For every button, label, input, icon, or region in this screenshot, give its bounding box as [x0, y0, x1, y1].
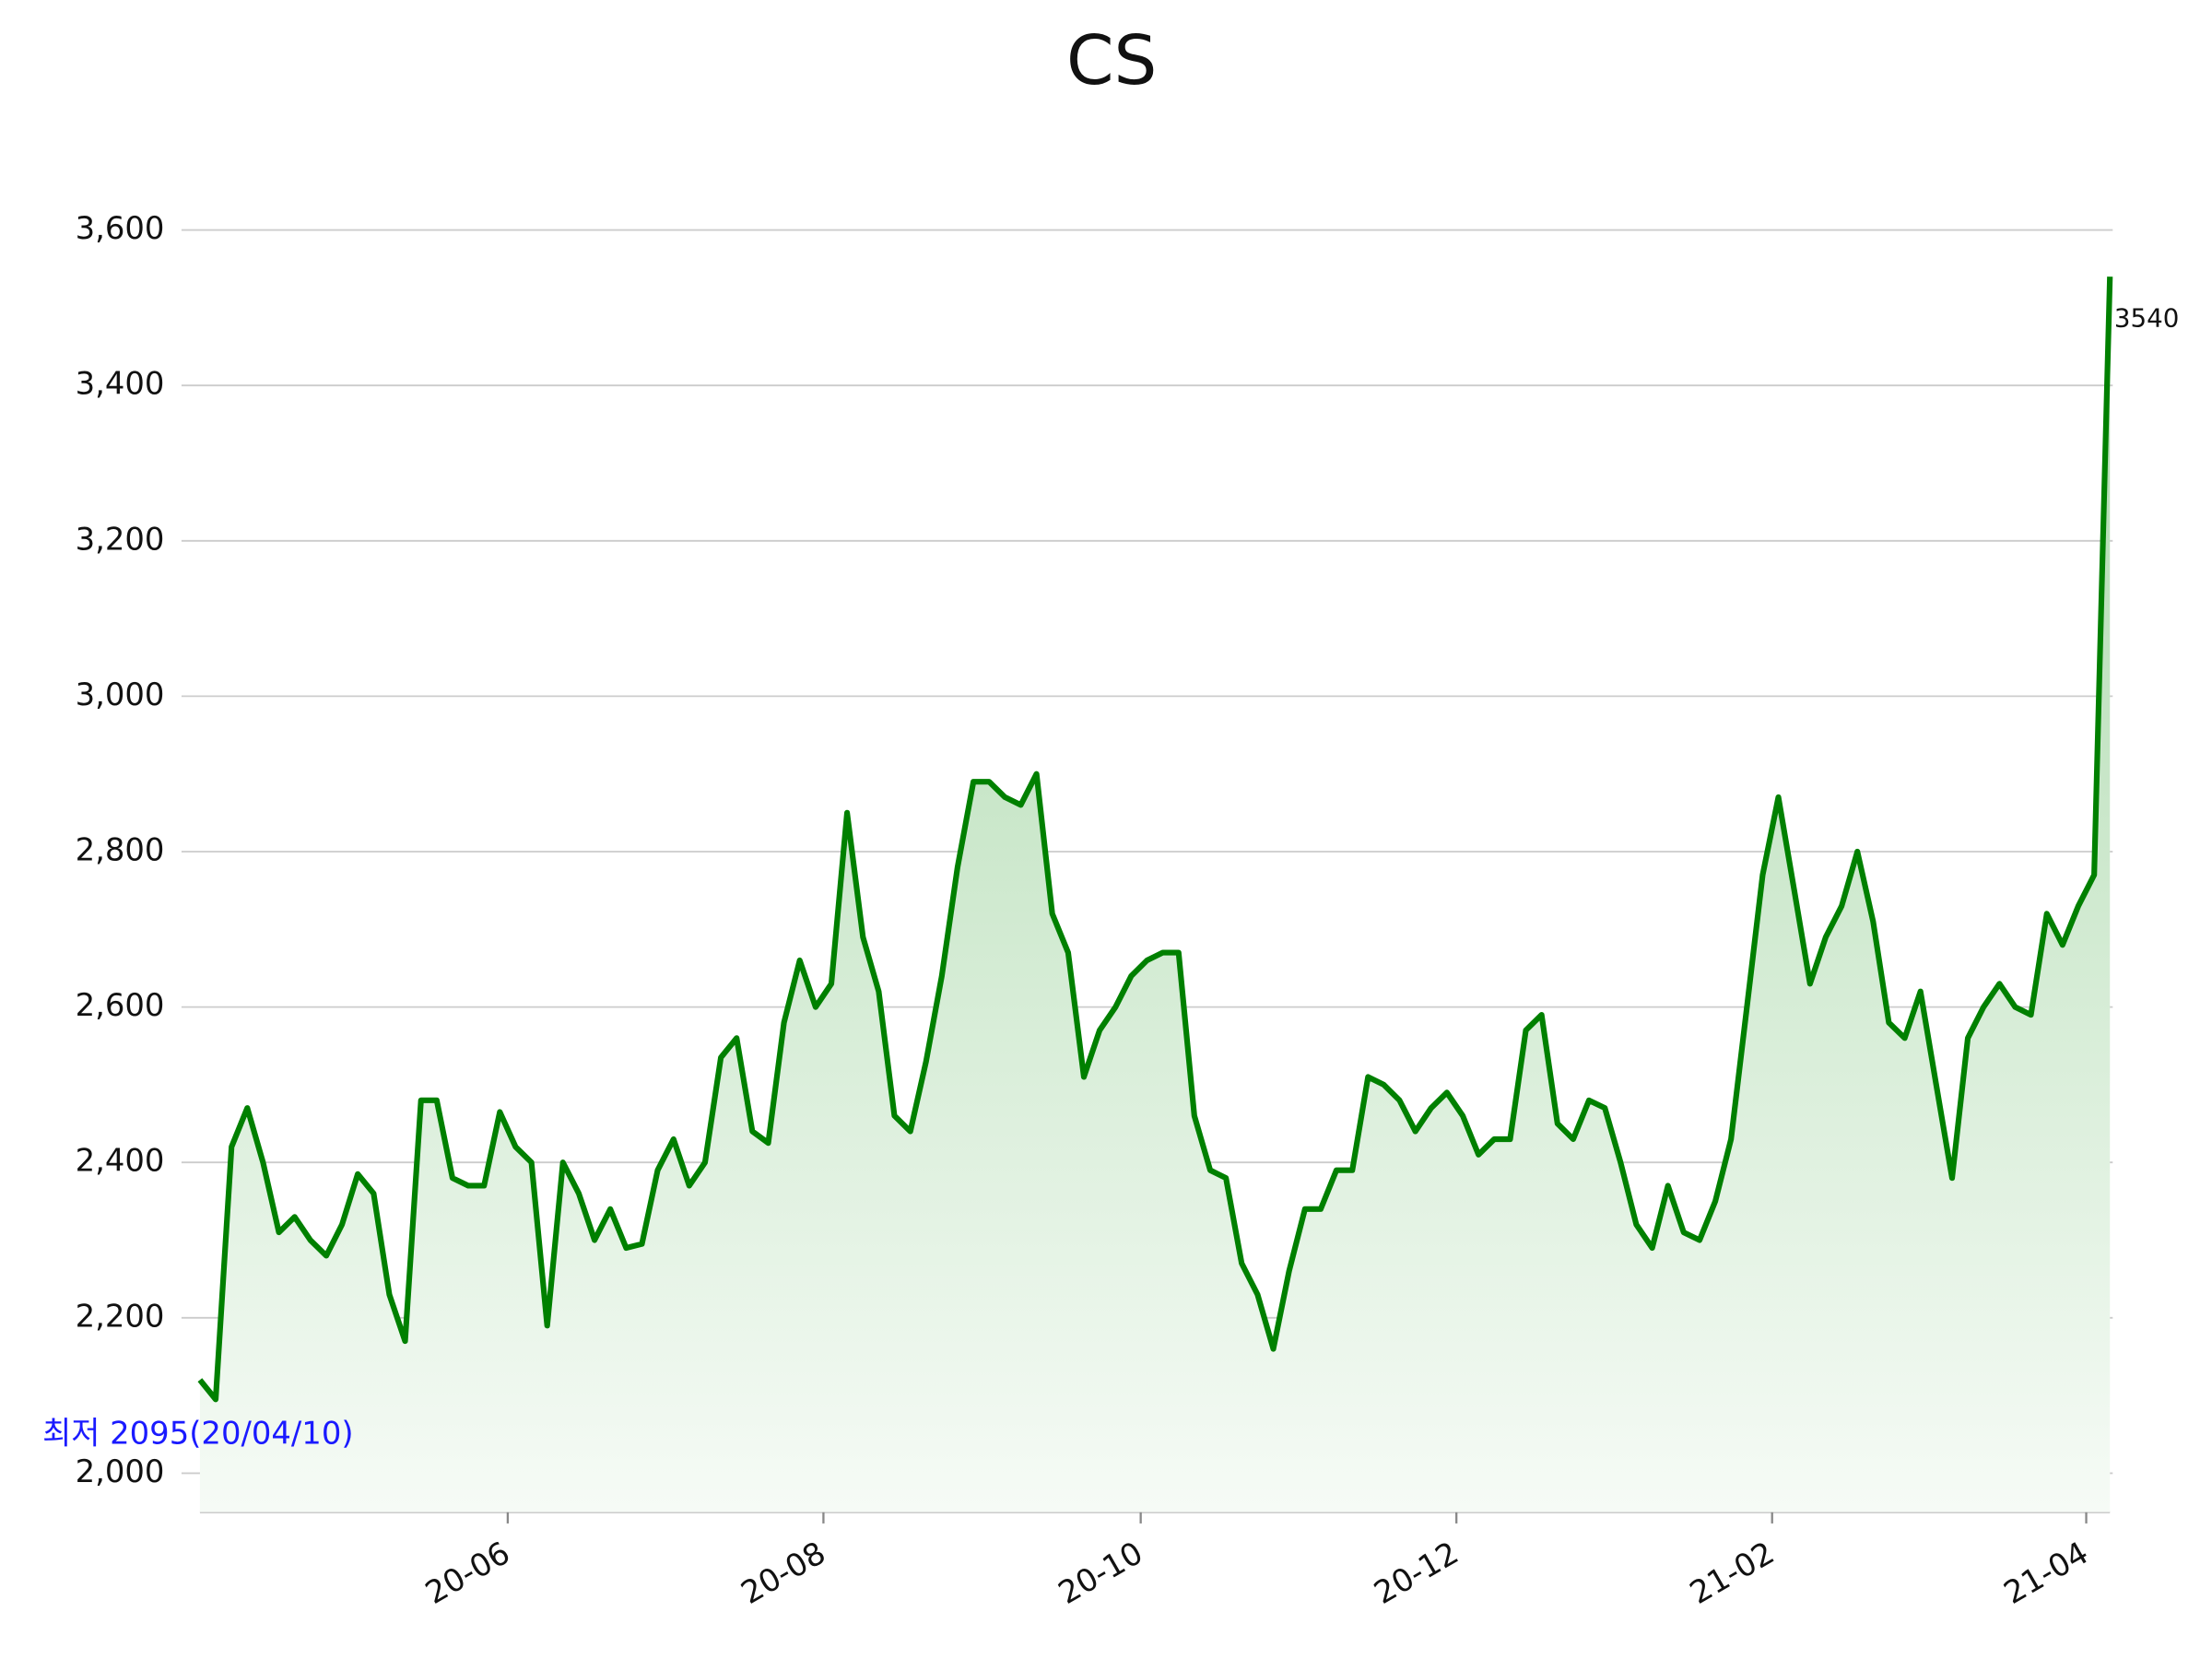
y-tick-label: 2,400	[76, 1143, 165, 1179]
price-line	[197, 276, 2113, 1403]
y-tick-label: 2,800	[76, 832, 165, 868]
y-tick-label: 2,000	[76, 1453, 165, 1489]
min-annotation: 최저 2095(20/04/10)	[42, 1415, 353, 1451]
x-tick-label: 20-06	[419, 1535, 516, 1611]
chart-title: CS	[1066, 21, 1157, 100]
y-tick-label: 2,200	[76, 1298, 165, 1334]
y-tick-label: 3,400	[76, 366, 165, 402]
area	[199, 276, 2111, 1512]
x-tick-label: 21-02	[1684, 1535, 1781, 1611]
y-tick-label: 3,000	[76, 677, 165, 712]
last-value-label: 3540	[2114, 302, 2179, 333]
x-tick-label: 21-04	[1998, 1535, 2095, 1611]
y-tick-label: 3,200	[76, 521, 165, 557]
x-tick-label: 20-10	[1053, 1535, 1149, 1611]
y-tick-label: 3,600	[76, 210, 165, 246]
y-tick-label: 2,600	[76, 987, 165, 1023]
x-tick-label: 20-08	[735, 1535, 832, 1611]
x-tick-label: 20-12	[1368, 1535, 1465, 1611]
